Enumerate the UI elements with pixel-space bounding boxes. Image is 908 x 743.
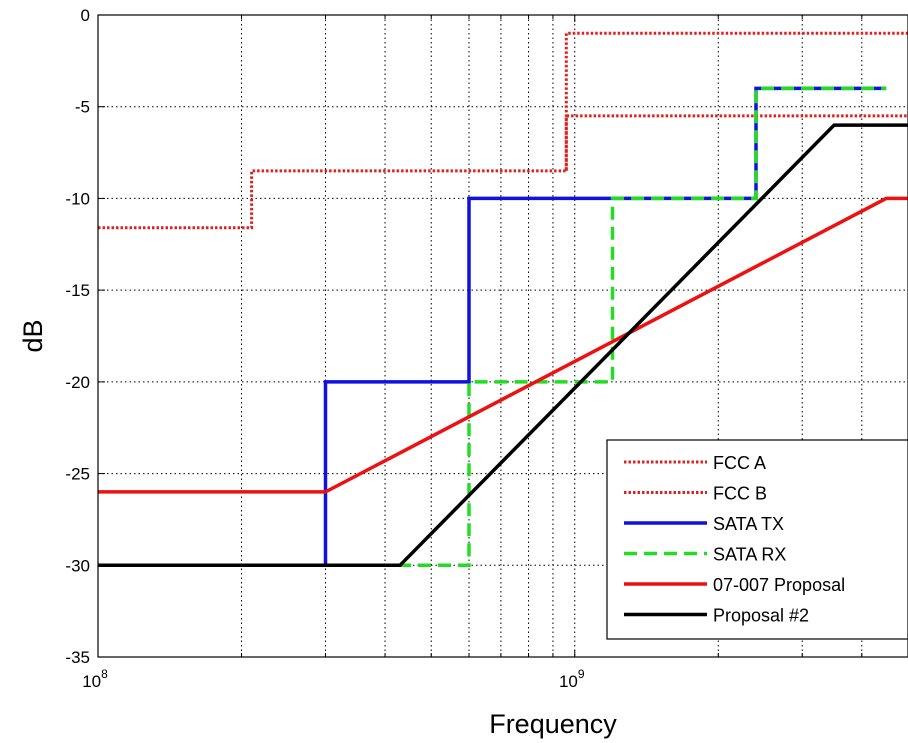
y-tick-label: -15 (65, 281, 90, 300)
legend-label: FCC A (713, 453, 766, 473)
legend-label: SATA TX (713, 514, 784, 534)
y-axis-label: dB (18, 319, 48, 352)
x-tick-label: 109 (559, 667, 585, 691)
legend-label: SATA RX (713, 545, 786, 565)
legend: FCC A FCC B SATA TX SATA RX 07-007 Proposal P… (606, 439, 908, 640)
series-line-sata-tx (98, 86, 887, 568)
x-tick-label: 108 (82, 667, 108, 691)
y-tick-label: -30 (65, 556, 90, 575)
y-tick-label: -10 (65, 189, 90, 208)
legend-label: FCC B (713, 484, 767, 504)
y-tick-label: -5 (75, 98, 90, 117)
y-tick-label: 0 (81, 6, 90, 25)
legend-label: 07-007 Proposal (713, 575, 845, 595)
series-lines (98, 31, 908, 568)
series-line-fcc-a (98, 114, 908, 230)
series-line-fcc-b (564, 31, 908, 171)
y-tick-label: -35 (65, 648, 90, 667)
plot-frame (97, 14, 908, 658)
y-tick-label: -25 (65, 465, 90, 484)
y-tick-label: -20 (65, 373, 90, 392)
legend-box (606, 439, 908, 640)
series-line-proposal-2 (98, 123, 908, 568)
series-line-07-007-proposal (98, 196, 908, 494)
x-axis-label: Frequency (489, 709, 617, 739)
legend-label: Proposal #2 (713, 606, 809, 626)
